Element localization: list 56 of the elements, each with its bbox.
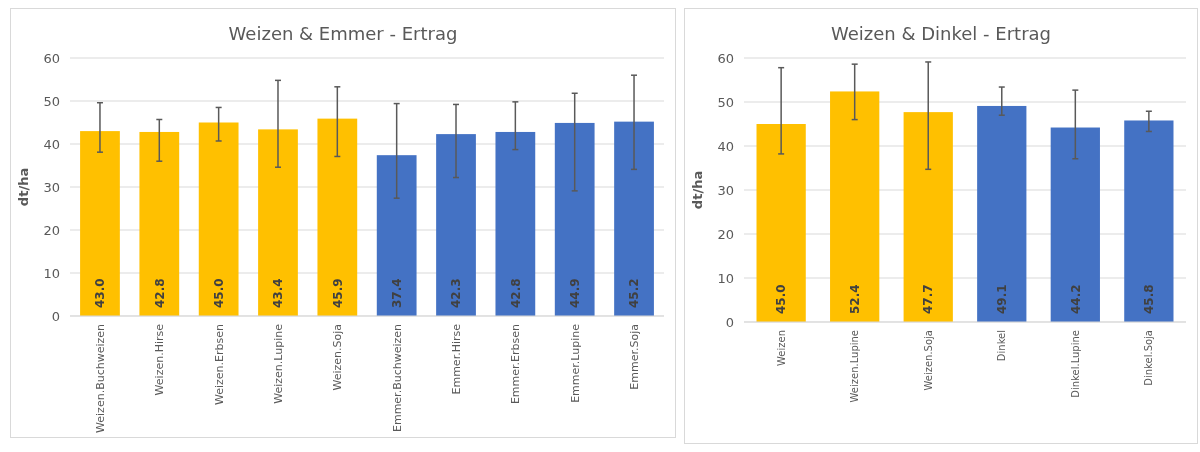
data-label: 52.4: [847, 284, 862, 314]
y-tick-label: 0: [51, 308, 60, 324]
bar: [756, 124, 806, 322]
bar: [830, 91, 880, 322]
bar: [1050, 127, 1100, 322]
x-tick-label: Weizen.Lupine: [849, 330, 861, 403]
y-axis-title: dt/ha: [690, 170, 705, 210]
chart-title: Weizen & Emmer - Ertrag: [228, 23, 458, 44]
data-label: 45.0: [211, 278, 226, 308]
bar: [1124, 120, 1174, 322]
y-tick-label: 20: [717, 226, 734, 242]
chart-title: Weizen & Dinkel - Ertrag: [831, 23, 1051, 44]
data-label: 45.8: [1142, 284, 1157, 314]
y-tick-label: 50: [43, 93, 60, 109]
x-tick-label: Dinkel: [996, 330, 1008, 362]
data-label: 45.0: [774, 284, 789, 314]
x-tick-label: Emmer.Lupine: [568, 323, 582, 403]
y-tick-label: 60: [717, 50, 734, 66]
x-tick-label: Emmer.Hirse: [449, 323, 463, 395]
x-tick-label: Weizen.Soja: [331, 324, 345, 391]
data-label: 43.0: [93, 278, 108, 308]
y-tick-label: 40: [717, 138, 734, 154]
y-tick-label: 40: [43, 136, 60, 152]
x-tick-label: Weizen.Soja: [922, 330, 934, 391]
y-tick-label: 30: [717, 182, 734, 198]
y-tick-label: 0: [725, 314, 734, 330]
x-tick-label: Weizen: [775, 330, 787, 366]
x-tick-label: Emmer.Buchweizen: [390, 323, 404, 433]
data-label: 42.8: [152, 278, 167, 308]
y-tick-label: 30: [43, 179, 60, 195]
data-label: 42.8: [508, 278, 523, 308]
data-label: 44.2: [1068, 284, 1083, 314]
data-label: 44.9: [567, 278, 582, 308]
x-tick-label: Dinkel.Lupine: [1069, 330, 1081, 398]
data-label: 45.2: [627, 278, 642, 308]
y-tick-label: 10: [43, 265, 60, 281]
x-tick-label: Emmer.Erbsen: [509, 323, 523, 405]
bar: [977, 105, 1027, 322]
x-tick-label: Weizen.Buchweizen: [93, 323, 107, 433]
data-label: 49.1: [994, 284, 1009, 314]
x-tick-label: Emmer.Soja: [627, 324, 641, 390]
bar: [903, 112, 953, 322]
data-label: 37.4: [389, 278, 404, 308]
y-tick-label: 20: [43, 222, 60, 238]
x-tick-label: Weizen.Erbsen: [212, 323, 226, 405]
data-label: 47.7: [921, 284, 936, 314]
data-label: 45.9: [330, 278, 345, 308]
x-tick-label: Weizen.Lupine: [271, 323, 285, 404]
x-tick-label: Weizen.Hirse: [153, 323, 167, 396]
y-tick-label: 10: [717, 270, 734, 286]
x-tick-label: Dinkel.Soja: [1143, 330, 1155, 386]
data-label: 42.3: [449, 278, 464, 308]
data-label: 43.4: [271, 278, 286, 308]
y-tick-label: 60: [43, 50, 60, 66]
y-tick-label: 50: [717, 94, 734, 110]
y-axis-title: dt/ha: [16, 167, 31, 207]
